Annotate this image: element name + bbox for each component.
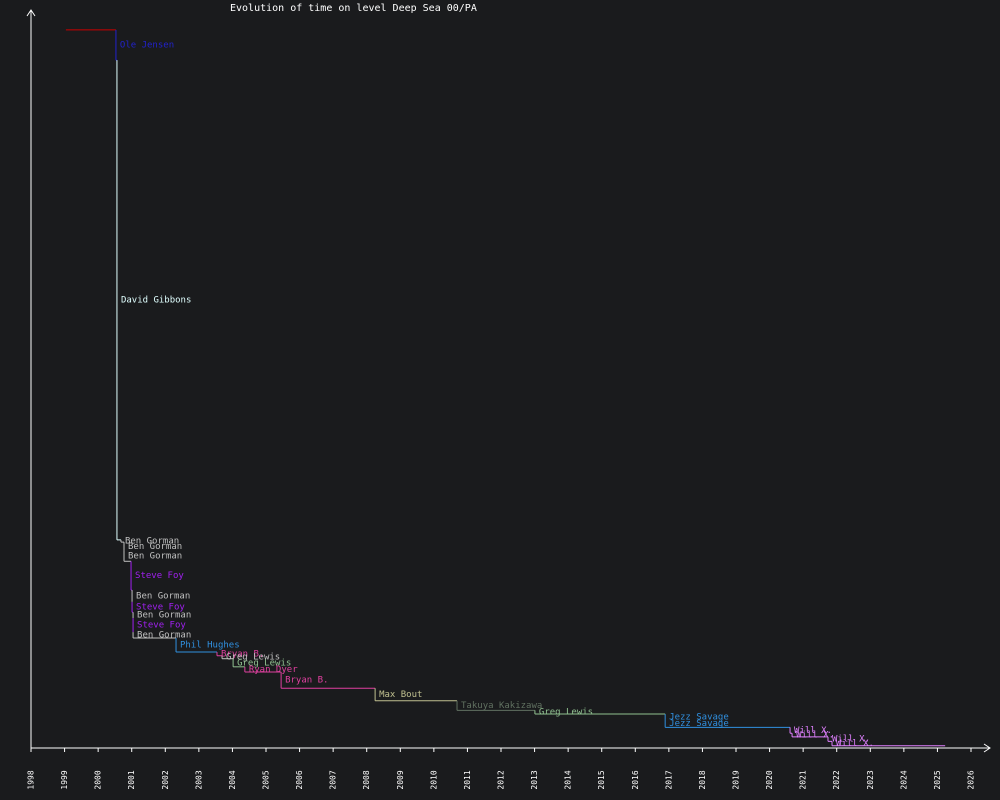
record-holder-label: Ben Gorman xyxy=(128,542,182,552)
x-tick-label: 2004 xyxy=(228,770,237,789)
x-tick-label: 2019 xyxy=(732,770,741,789)
record-holder-label: Greg Lewis xyxy=(226,653,280,663)
x-tick-label: 2024 xyxy=(899,770,908,789)
x-tick-label: 2023 xyxy=(866,770,875,789)
x-tick-label: 2016 xyxy=(631,770,640,789)
record-holder-label: Steve Foy xyxy=(136,603,185,613)
record-holder-label: Jezz Savage xyxy=(669,719,729,729)
x-tick-label: 2005 xyxy=(262,770,271,789)
x-tick-label: 2011 xyxy=(463,770,472,789)
record-holder-label: Steve Foy xyxy=(137,621,186,631)
record-holder-label: Ole Jensen xyxy=(120,41,174,51)
x-tick-label: 2006 xyxy=(295,770,304,789)
x-tick-label: 2020 xyxy=(765,770,774,789)
record-holder-label: Greg Lewis xyxy=(237,658,291,668)
record-holder-label: Will X. xyxy=(796,731,834,741)
x-tick-label: 2012 xyxy=(497,770,506,789)
x-tick-label: 2009 xyxy=(396,770,405,789)
y-axis-arrow xyxy=(26,9,36,17)
x-tick-label: 2001 xyxy=(127,770,136,789)
record-holder-label: Will X. xyxy=(832,735,870,745)
record-holder-label: David Gibbons xyxy=(121,296,191,306)
x-tick-label: 1999 xyxy=(60,770,69,789)
chart-title: Evolution of time on level Deep Sea 00/P… xyxy=(230,3,477,14)
record-holder-label: Greg Lewis xyxy=(539,708,593,718)
record-holder-label: Phil Hughes xyxy=(180,641,240,651)
x-tick-label: 2007 xyxy=(329,770,338,789)
x-tick-label: 2025 xyxy=(933,770,942,789)
record-holder-label: Will X. xyxy=(794,726,832,736)
record-holder-label: Bryan B. xyxy=(221,649,264,659)
record-holder-label: Ben Gorman xyxy=(128,552,182,562)
x-tick-label: 2021 xyxy=(799,770,808,789)
x-tick-label: 2013 xyxy=(530,770,539,789)
record-holder-label: Ben Gorman xyxy=(137,611,191,621)
x-tick-label: 2003 xyxy=(194,770,203,789)
x-tick-label: 2015 xyxy=(597,770,606,789)
record-holder-label: Ben Gorman xyxy=(137,631,191,641)
x-tick-label: 2002 xyxy=(161,770,170,789)
x-tick-label: 2017 xyxy=(664,770,673,789)
record-holder-label: Bryan B. xyxy=(285,676,328,686)
record-holder-label: Ben Gorman xyxy=(125,536,179,546)
x-axis-arrow xyxy=(983,743,991,753)
x-tick-label: 1998 xyxy=(27,770,36,789)
x-tick-label: 2008 xyxy=(362,770,371,789)
record-holder-label: Takuya Kakizawa xyxy=(461,701,542,711)
record-holder-label: Ben Gorman xyxy=(136,591,190,601)
x-tick-label: 2026 xyxy=(967,770,976,789)
x-tick-label: 2014 xyxy=(564,770,573,789)
x-tick-label: 2000 xyxy=(94,770,103,789)
x-tick-label: 2010 xyxy=(429,770,438,789)
record-holder-label: Ryan Dyer xyxy=(249,665,298,675)
x-tick-label: 2022 xyxy=(832,770,841,789)
record-holder-label: Steve Foy xyxy=(135,571,184,581)
record-holder-label: Max Bout xyxy=(379,690,422,700)
x-tick-label: 2018 xyxy=(698,770,707,789)
record-holder-label: Jezz Savage xyxy=(669,713,729,723)
record-holder-label: Will X. xyxy=(836,739,874,749)
